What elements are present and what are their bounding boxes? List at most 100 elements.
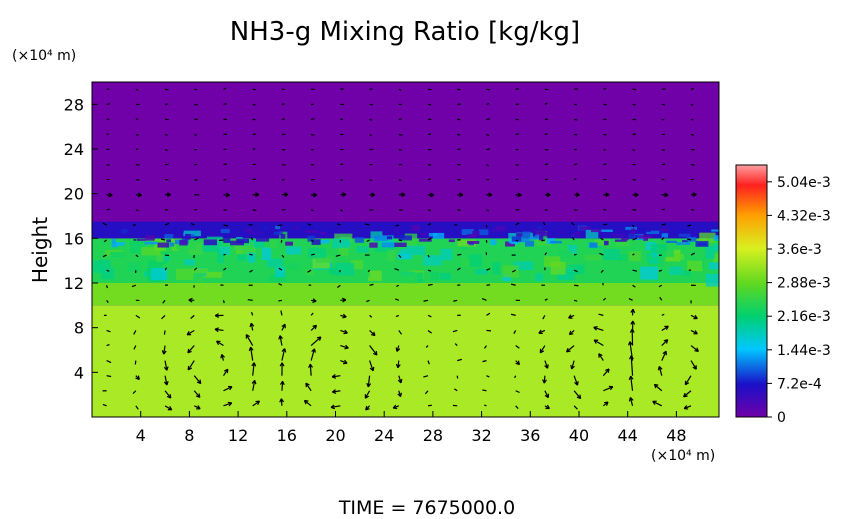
- wind-arrow: [515, 239, 519, 242]
- field-patch: [708, 262, 719, 270]
- field-patch: [502, 273, 511, 282]
- field-patch: [286, 246, 302, 255]
- field-patch: [275, 267, 286, 278]
- field-patch: [629, 251, 641, 262]
- wind-arrow: [593, 325, 604, 332]
- wind-arrow: [427, 223, 432, 226]
- wind-arrow: [335, 254, 341, 257]
- wind-arrow: [571, 237, 575, 241]
- interface-patch: [713, 235, 719, 241]
- wind-arrow: [194, 103, 198, 106]
- wind-arrow: [163, 375, 169, 386]
- wind-arrow: [486, 375, 490, 378]
- wind-arrow: [338, 269, 341, 273]
- wind-arrow: [632, 284, 636, 288]
- interface-patch: [93, 234, 104, 237]
- wind-arrow: [687, 224, 692, 227]
- colorbar-tick-label: 2.88e-3: [777, 276, 831, 292]
- wind-arrow: [214, 313, 224, 318]
- wind-arrow: [568, 314, 575, 319]
- field-patch: [350, 260, 364, 270]
- wind-arrow: [603, 192, 610, 198]
- wind-arrow: [397, 375, 403, 384]
- wind-arrow: [281, 192, 289, 198]
- interface-patch: [144, 241, 158, 245]
- x-tick-label: 36: [520, 426, 540, 445]
- interface-patch: [332, 228, 346, 232]
- interface-patch: [599, 229, 613, 232]
- wind-arrow: [427, 209, 431, 212]
- wind-arrow: [457, 358, 462, 362]
- field-patch: [334, 233, 353, 242]
- wind-arrow: [310, 348, 316, 361]
- wind-arrow: [398, 330, 403, 335]
- field-patch: [423, 255, 442, 266]
- wind-arrow: [106, 329, 111, 333]
- wind-arrow: [369, 360, 375, 372]
- wind-arrow: [427, 192, 435, 198]
- field-patch: [492, 262, 500, 275]
- wind-arrow: [661, 148, 665, 151]
- wind-arrow: [278, 267, 283, 271]
- field-patch: [617, 253, 628, 261]
- field-patch: [502, 265, 519, 278]
- interface-patch: [676, 242, 690, 245]
- interface-patch: [373, 235, 388, 241]
- wind-arrow: [133, 345, 137, 350]
- y-tick-label: 24: [64, 140, 84, 159]
- interface-patch: [326, 230, 334, 233]
- interface-patch: [678, 233, 691, 237]
- field-patch: [93, 259, 111, 273]
- wind-arrow: [544, 192, 551, 198]
- interface-patch: [448, 239, 455, 243]
- wind-arrow: [514, 375, 517, 379]
- wind-arrow: [482, 360, 487, 363]
- wind-arrow: [194, 237, 199, 241]
- interface-patch: [320, 239, 330, 244]
- field-patch: [285, 263, 300, 270]
- wind-arrow: [630, 320, 636, 331]
- interface-patch: [369, 242, 378, 248]
- interface-patch: [179, 239, 188, 246]
- interface-patch: [419, 232, 428, 236]
- field-patch: [567, 244, 577, 254]
- wind-arrow: [252, 209, 257, 212]
- interface-patch: [646, 230, 660, 235]
- wind-arrow: [453, 299, 458, 302]
- interface-patch: [157, 242, 170, 248]
- field-patch: [513, 261, 534, 271]
- field-patch: [594, 239, 611, 246]
- field-patch: [468, 254, 483, 267]
- wind-arrow: [457, 88, 461, 91]
- field-patch: [623, 240, 643, 246]
- wind-arrow: [310, 336, 322, 346]
- wind-arrow: [515, 178, 519, 181]
- interface-patch: [535, 232, 543, 236]
- wind-arrow: [661, 325, 669, 331]
- wind-arrow: [573, 269, 578, 273]
- wind-arrow: [310, 312, 314, 316]
- field-patch: [568, 264, 585, 275]
- wind-arrow: [193, 390, 201, 398]
- field-patch: [242, 241, 255, 254]
- wind-arrow: [164, 222, 170, 226]
- interface-patch: [432, 232, 445, 239]
- wind-arrow: [135, 254, 139, 258]
- wind-arrow: [661, 192, 669, 198]
- field-patch: [368, 270, 382, 281]
- field-patch: [201, 243, 220, 252]
- wind-arrow: [310, 253, 315, 256]
- interface-patch: [472, 231, 480, 236]
- wind-arrow: [632, 103, 636, 106]
- wind-arrow: [135, 88, 139, 91]
- wind-arrow: [395, 224, 400, 227]
- interface-patch: [547, 235, 556, 239]
- field-patch: [141, 247, 161, 256]
- wind-arrow: [661, 339, 669, 346]
- field-patch: [439, 272, 451, 280]
- wind-arrow: [252, 148, 256, 151]
- wind-arrow: [135, 148, 139, 151]
- wind-arrow: [661, 350, 667, 361]
- wind-arrow: [106, 192, 113, 198]
- interface-patch: [394, 228, 399, 234]
